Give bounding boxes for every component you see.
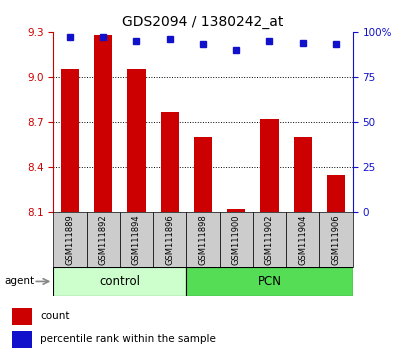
Bar <box>127 69 145 212</box>
Text: GSM111904: GSM111904 <box>297 215 306 265</box>
Bar <box>153 212 186 267</box>
Text: PCN: PCN <box>257 275 281 288</box>
Text: count: count <box>40 312 70 321</box>
Bar <box>160 112 178 212</box>
Text: GSM111889: GSM111889 <box>65 215 74 265</box>
Bar <box>219 212 252 267</box>
Bar <box>12 331 32 348</box>
Text: control: control <box>99 275 140 288</box>
Bar <box>186 267 352 296</box>
Text: GSM111896: GSM111896 <box>165 215 174 265</box>
Text: GSM111892: GSM111892 <box>99 215 108 265</box>
Text: GSM111902: GSM111902 <box>264 215 273 265</box>
Bar <box>252 212 285 267</box>
Bar <box>260 119 278 212</box>
Bar <box>326 175 344 212</box>
Bar <box>319 212 352 267</box>
Bar <box>285 212 319 267</box>
Text: GSM111900: GSM111900 <box>231 215 240 265</box>
Bar <box>227 210 245 212</box>
Bar <box>193 137 211 212</box>
Text: percentile rank within the sample: percentile rank within the sample <box>40 335 216 344</box>
Bar <box>186 212 219 267</box>
Title: GDS2094 / 1380242_at: GDS2094 / 1380242_at <box>122 16 283 29</box>
Bar <box>61 69 79 212</box>
Text: GSM111894: GSM111894 <box>132 215 141 265</box>
Bar <box>12 308 32 325</box>
Text: agent: agent <box>4 276 34 286</box>
Bar <box>53 212 86 267</box>
Bar <box>94 35 112 212</box>
Text: GSM111906: GSM111906 <box>330 215 339 265</box>
Bar <box>119 212 153 267</box>
Bar <box>293 137 311 212</box>
Text: GSM111898: GSM111898 <box>198 215 207 265</box>
Bar <box>53 267 186 296</box>
Bar <box>86 212 119 267</box>
